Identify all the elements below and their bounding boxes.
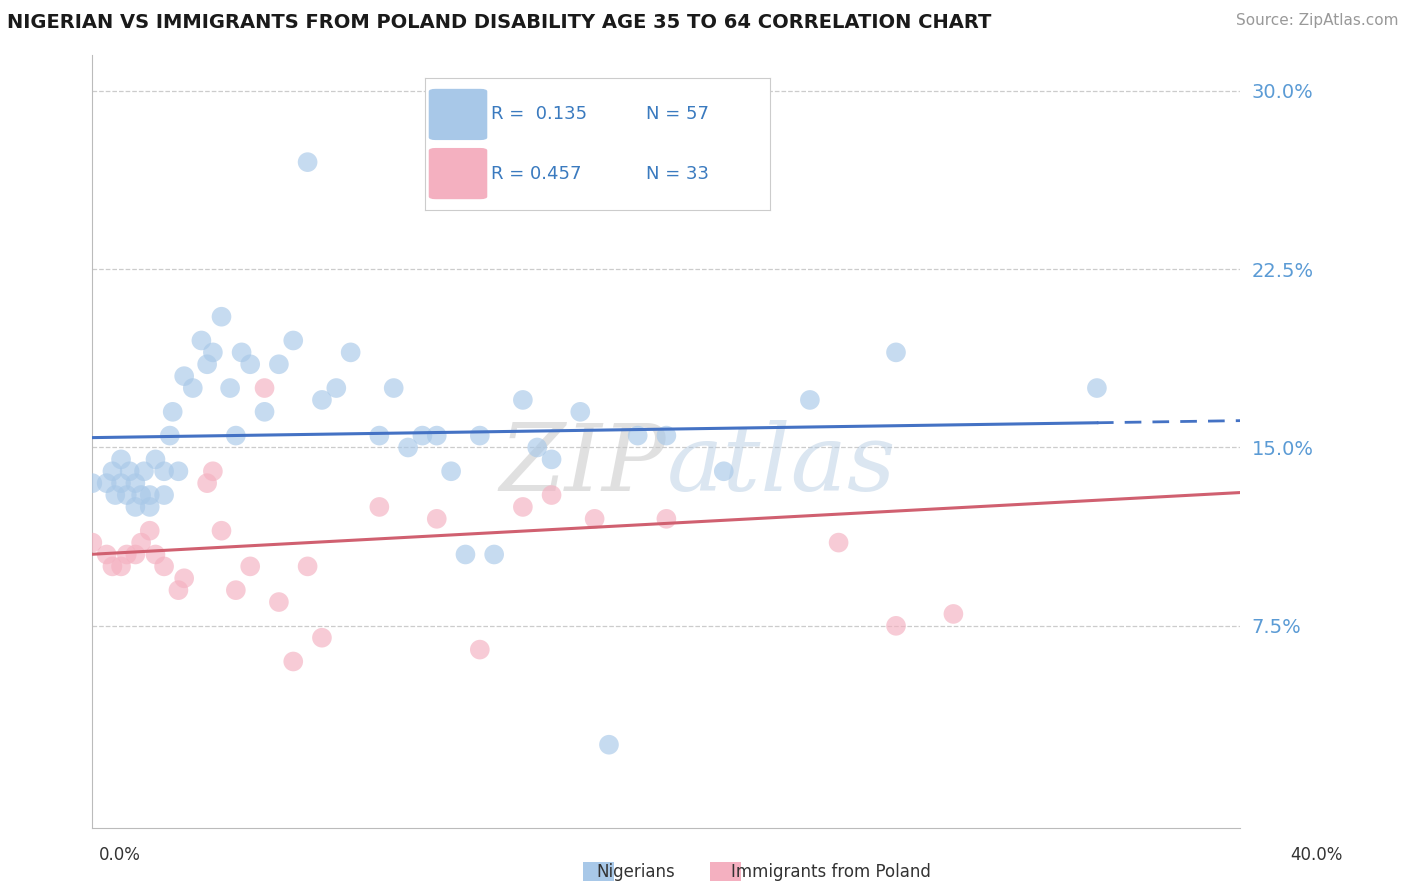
Point <box>167 583 190 598</box>
Point <box>267 595 290 609</box>
Point <box>426 512 449 526</box>
Point <box>827 535 849 549</box>
Text: 0.0%: 0.0% <box>98 846 141 863</box>
Point <box>190 334 212 348</box>
Point <box>311 392 333 407</box>
Point <box>159 428 181 442</box>
Point <box>124 548 146 562</box>
Point <box>540 488 562 502</box>
Point <box>368 428 391 442</box>
Point <box>655 428 678 442</box>
Point <box>110 559 132 574</box>
Point <box>627 428 650 442</box>
Point <box>267 357 290 371</box>
Point <box>1085 381 1108 395</box>
Point <box>211 310 233 324</box>
Point <box>440 464 463 478</box>
Point <box>138 488 160 502</box>
Text: atlas: atlas <box>666 420 896 509</box>
Point <box>583 512 606 526</box>
Point <box>104 488 127 502</box>
Point <box>145 452 167 467</box>
Point <box>129 535 152 549</box>
Point <box>569 405 592 419</box>
Point <box>713 464 735 478</box>
Text: Source: ZipAtlas.com: Source: ZipAtlas.com <box>1236 13 1399 29</box>
Text: Immigrants from Poland: Immigrants from Poland <box>731 863 931 881</box>
Point <box>311 631 333 645</box>
Point <box>115 488 138 502</box>
Point <box>297 155 319 169</box>
Point <box>138 500 160 514</box>
Point <box>162 405 184 419</box>
Point <box>283 655 305 669</box>
Point <box>482 548 505 562</box>
Point <box>225 428 247 442</box>
Point <box>253 381 276 395</box>
Point <box>101 559 124 574</box>
Point <box>201 464 224 478</box>
Point <box>82 476 104 491</box>
Point <box>118 464 141 478</box>
Point <box>454 548 477 562</box>
Point <box>512 392 534 407</box>
Point <box>655 512 678 526</box>
Point <box>713 143 735 157</box>
Point <box>101 464 124 478</box>
Point <box>339 345 361 359</box>
Point <box>225 583 247 598</box>
Point <box>132 464 155 478</box>
Point <box>195 357 218 371</box>
Point <box>253 405 276 419</box>
Point <box>124 476 146 491</box>
Point <box>96 476 118 491</box>
Point <box>799 392 821 407</box>
Point <box>110 476 132 491</box>
Point <box>942 607 965 621</box>
Point <box>884 345 907 359</box>
Point <box>382 381 405 395</box>
Point <box>153 488 176 502</box>
Point <box>426 428 449 442</box>
Point <box>195 476 218 491</box>
Point <box>325 381 347 395</box>
Point <box>211 524 233 538</box>
Point <box>153 464 176 478</box>
Point <box>153 559 176 574</box>
Point <box>115 548 138 562</box>
Point <box>512 500 534 514</box>
Text: 40.0%: 40.0% <box>1291 846 1343 863</box>
Point <box>598 738 620 752</box>
Point <box>129 488 152 502</box>
Point <box>124 500 146 514</box>
Point <box>368 500 391 514</box>
Text: ZIP: ZIP <box>499 420 666 509</box>
Point <box>239 357 262 371</box>
Point <box>167 464 190 478</box>
Point <box>138 524 160 538</box>
Point <box>283 334 305 348</box>
Point <box>526 441 548 455</box>
Point <box>145 548 167 562</box>
Text: NIGERIAN VS IMMIGRANTS FROM POLAND DISABILITY AGE 35 TO 64 CORRELATION CHART: NIGERIAN VS IMMIGRANTS FROM POLAND DISAB… <box>7 13 991 32</box>
Text: Nigerians: Nigerians <box>596 863 675 881</box>
Point <box>239 559 262 574</box>
Point <box>540 452 562 467</box>
Point <box>82 535 104 549</box>
Point <box>96 548 118 562</box>
Point <box>219 381 242 395</box>
Point <box>110 452 132 467</box>
Point <box>173 571 195 585</box>
Point <box>884 619 907 633</box>
Point <box>396 441 419 455</box>
Point <box>181 381 204 395</box>
Point <box>173 369 195 384</box>
Point <box>411 428 433 442</box>
Point <box>468 428 491 442</box>
Point <box>201 345 224 359</box>
Point <box>231 345 253 359</box>
Point <box>468 642 491 657</box>
Point <box>297 559 319 574</box>
